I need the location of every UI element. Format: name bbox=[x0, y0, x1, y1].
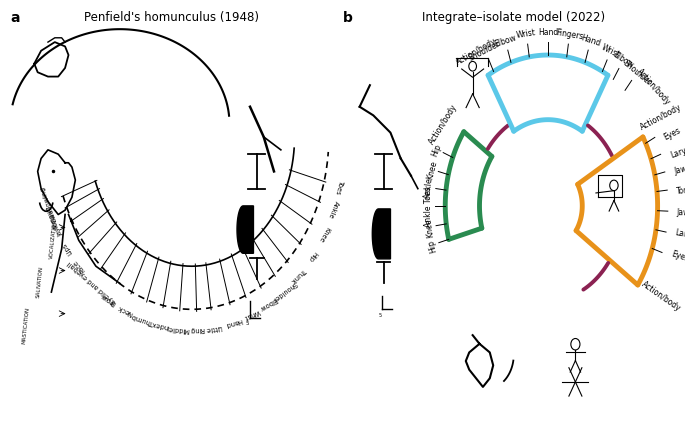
Text: Action/body: Action/body bbox=[635, 67, 672, 107]
Text: Action/body: Action/body bbox=[455, 37, 499, 67]
Text: Hand: Hand bbox=[538, 28, 558, 37]
Polygon shape bbox=[373, 209, 390, 259]
Text: Ankle Toes: Ankle Toes bbox=[423, 186, 433, 227]
Text: VOCALIZATION: VOCALIZATION bbox=[49, 218, 58, 259]
Text: Hand: Hand bbox=[580, 34, 602, 48]
Text: Knee: Knee bbox=[425, 160, 438, 180]
Text: Wrist: Wrist bbox=[242, 308, 260, 320]
Text: Eyes: Eyes bbox=[662, 125, 682, 141]
Text: Toes: Toes bbox=[334, 179, 344, 195]
Text: SALIVATION: SALIVATION bbox=[35, 265, 44, 298]
Text: Jaw: Jaw bbox=[673, 164, 685, 176]
Text: Thumb: Thumb bbox=[130, 312, 154, 325]
Text: Larynx: Larynx bbox=[675, 228, 685, 241]
Text: Ring: Ring bbox=[190, 326, 205, 332]
Text: Knee: Knee bbox=[423, 217, 435, 237]
Text: Eyelid and eyeball: Eyelid and eyeball bbox=[66, 260, 117, 304]
Text: Middle: Middle bbox=[167, 324, 190, 332]
Text: Jaw: Jaw bbox=[676, 207, 685, 217]
Text: Integrate–isolate model (2022): Integrate–isolate model (2022) bbox=[422, 11, 606, 24]
Text: Hip: Hip bbox=[426, 238, 438, 253]
Text: b: b bbox=[342, 11, 352, 25]
Text: Brow: Brow bbox=[100, 291, 117, 305]
Text: Hand: Hand bbox=[225, 316, 243, 327]
Text: Action/body: Action/body bbox=[427, 103, 460, 146]
Text: Neck: Neck bbox=[116, 303, 134, 316]
Text: Action/body: Action/body bbox=[639, 103, 684, 132]
Text: Hip: Hip bbox=[306, 249, 318, 261]
Text: Ankle: Ankle bbox=[327, 200, 339, 219]
Text: Shoulder: Shoulder bbox=[621, 58, 653, 87]
Text: Face: Face bbox=[71, 258, 86, 273]
Text: Elbow: Elbow bbox=[258, 296, 278, 311]
Text: Swallowing: Swallowing bbox=[40, 184, 58, 221]
Text: Penfield's homunculus (1948): Penfield's homunculus (1948) bbox=[84, 11, 259, 24]
Text: Knee: Knee bbox=[317, 224, 331, 242]
Text: Trunk: Trunk bbox=[289, 267, 306, 284]
Text: 5: 5 bbox=[379, 312, 382, 317]
Text: a: a bbox=[10, 11, 20, 25]
Text: Eyes: Eyes bbox=[670, 249, 685, 263]
Text: Tongue: Tongue bbox=[675, 184, 685, 195]
Text: MASTICATION: MASTICATION bbox=[21, 306, 30, 343]
Polygon shape bbox=[237, 206, 253, 254]
Text: Hip: Hip bbox=[430, 142, 443, 158]
Text: Lips: Lips bbox=[61, 240, 73, 255]
Text: Ankle: Ankle bbox=[423, 177, 435, 199]
Text: Wrist: Wrist bbox=[516, 28, 537, 40]
Text: Index: Index bbox=[151, 320, 170, 329]
Text: Elbow: Elbow bbox=[493, 33, 517, 49]
Text: Little: Little bbox=[204, 323, 222, 331]
Text: Elbow: Elbow bbox=[612, 50, 636, 70]
Text: Fingers: Fingers bbox=[556, 28, 584, 41]
Text: Larynx: Larynx bbox=[669, 143, 685, 160]
Text: Jaw: Jaw bbox=[53, 224, 64, 237]
Text: Tongue: Tongue bbox=[45, 203, 60, 227]
Text: 5: 5 bbox=[245, 321, 249, 326]
Text: Wrist: Wrist bbox=[600, 43, 622, 60]
Text: Action/body: Action/body bbox=[640, 279, 682, 312]
Text: Shoulder: Shoulder bbox=[270, 279, 297, 302]
Text: Shoulder: Shoulder bbox=[468, 40, 502, 63]
